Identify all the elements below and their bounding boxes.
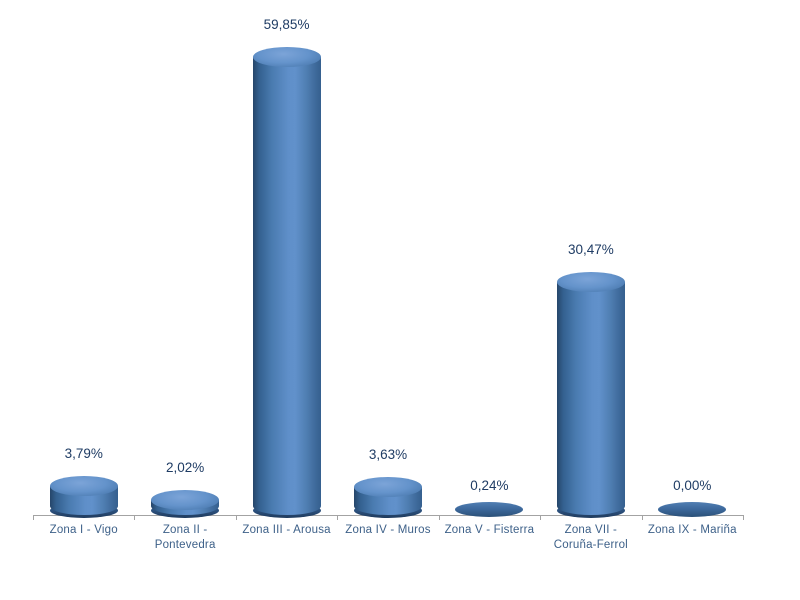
data-label: 59,85%: [263, 17, 310, 32]
category-label-line: Zona IV - Muros: [345, 524, 431, 536]
data-label: 30,47%: [567, 241, 614, 257]
data-label: 0,24%: [470, 478, 509, 493]
flat-disc-bar: [455, 502, 524, 517]
x-axis-tick: [235, 515, 237, 520]
category-label-line: Zona II -: [162, 524, 208, 536]
category-label-line: Zona VII -: [564, 524, 618, 536]
data-label: 0,00%: [673, 478, 712, 493]
category-label: Zona VII - Coruña-Ferrol: [540, 523, 641, 553]
x-axis-tick: [438, 515, 440, 520]
x-axis-tick: [337, 515, 339, 520]
bar-top-ellipse: [151, 489, 220, 510]
category-label-line: Zona III - Arousa: [242, 524, 331, 536]
category-label: Zona I - Vigo: [33, 523, 134, 538]
bar-top-ellipse: [354, 477, 422, 498]
flat-disc-bar: [658, 502, 727, 517]
bar-top-ellipse: [252, 47, 321, 67]
category-label: Zona II - Pontevedra: [134, 523, 235, 553]
category-label-line: Zona IX - Mariña: [647, 524, 737, 536]
category-label: Zona IV - Muros: [337, 523, 438, 538]
category-label-line: Pontevedra: [154, 539, 216, 551]
x-axis-tick: [641, 515, 643, 520]
x-axis-tick: [540, 515, 542, 520]
category-label: Zona III - Arousa: [236, 523, 337, 538]
x-axis-tick: [134, 515, 136, 520]
x-axis-tick: [743, 515, 744, 520]
category-label-line: Coruña-Ferrol: [553, 539, 628, 551]
category-label-line: Zona I - Vigo: [49, 524, 118, 536]
bar-top-ellipse: [556, 271, 625, 292]
x-axis-tick: [33, 515, 34, 520]
category-label-line: Zona V - Fisterra: [444, 524, 535, 536]
bar-body: [252, 57, 321, 515]
data-label: 3,63%: [368, 447, 408, 463]
category-label: Zona V - Fisterra: [439, 523, 540, 538]
bar-body: [556, 281, 625, 515]
data-label: 2,02%: [166, 459, 205, 475]
bar-top-ellipse: [49, 475, 118, 496]
data-label: 3,79%: [64, 445, 103, 461]
category-label: Zona IX - Mariña: [642, 523, 743, 538]
